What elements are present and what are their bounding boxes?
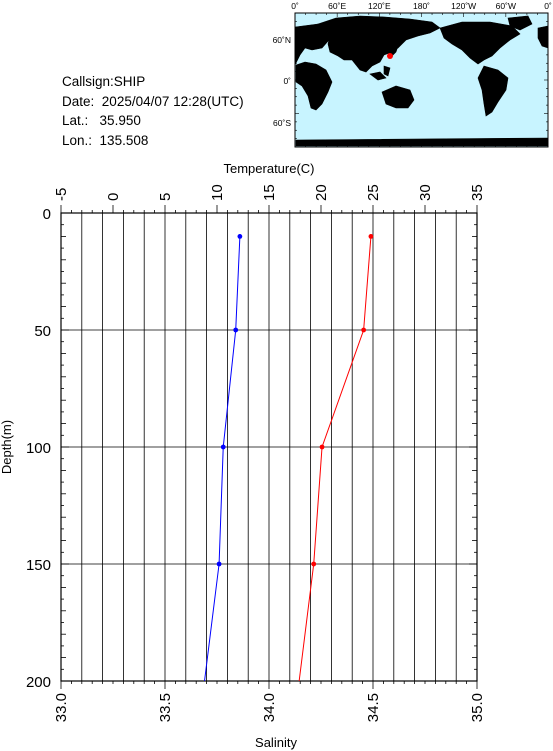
- lat-row: Lat.: 35.950: [62, 111, 244, 131]
- temperature-point: [319, 444, 325, 450]
- temperature-tick-label: -5: [53, 188, 70, 201]
- station-marker: [387, 53, 393, 59]
- temperature-point: [311, 561, 317, 567]
- map-lon-label: 120˚E: [368, 1, 391, 11]
- temperature-tick-label: 15: [261, 184, 278, 201]
- map-lon-label: 0˚: [291, 1, 299, 11]
- temperature-axis-ticks: -5 0 5 10 15 20 25 30 35: [53, 184, 486, 201]
- lon-label: Lon.:: [62, 132, 93, 148]
- date-row: Date: 2025/04/07 12:28(UTC): [62, 92, 244, 112]
- salinity-series-line: [204, 236, 241, 682]
- temperature-tick-label: 10: [209, 184, 226, 201]
- minor-ticks: [60, 205, 478, 689]
- salinity-point: [237, 234, 243, 239]
- depth-tick-label: 100: [26, 440, 51, 457]
- temperature-tick-label: 5: [157, 193, 174, 201]
- depth-tick-label: 50: [34, 323, 51, 340]
- salinity-tick-label: 34.0: [261, 693, 278, 722]
- plot-frame: [60, 212, 478, 682]
- temperature-tick-label: 35: [469, 184, 486, 201]
- callsign-row: Callsign:SHIP: [62, 72, 244, 92]
- map-ticks: [294, 12, 549, 148]
- salinity-point: [220, 444, 226, 450]
- map-lon-labels: 0˚ 60˚E 120˚E 180˚ 120˚W 60˚W 0˚: [291, 1, 552, 11]
- temperature-axis-title: Temperature(C): [223, 161, 314, 176]
- salinity-tick-label: 35.0: [469, 693, 486, 722]
- series-layer: [204, 234, 374, 682]
- map-lon-label: 0˚: [544, 1, 552, 11]
- map-lon-label: 180˚: [413, 1, 430, 11]
- date-label: Date:: [62, 93, 95, 109]
- temperature-point: [368, 234, 374, 239]
- temperature-tick-label: 20: [313, 184, 330, 201]
- depth-tick-label: 200: [26, 674, 51, 691]
- lon-row: Lon.: 135.508: [62, 131, 244, 151]
- map-lat-label: 60˚S: [273, 118, 291, 128]
- depth-axis-ticks: 0 50 100 150 200: [26, 206, 51, 691]
- lon-value: 135.508: [99, 132, 149, 148]
- salinity-tick-label: 34.5: [365, 693, 382, 722]
- map-land: [294, 15, 549, 147]
- salinity-axis-title: Salinity: [255, 735, 297, 750]
- salinity-point: [233, 327, 239, 333]
- salinity-tick-label: 33.5: [157, 693, 174, 722]
- temperature-tick-label: 25: [365, 184, 382, 201]
- map-lon-label: 60˚E: [328, 1, 346, 11]
- date-value: 2025/04/07 12:28(UTC): [101, 93, 244, 109]
- salinity-axis-ticks: 33.0 33.5 34.0 34.5 35.0: [53, 693, 486, 722]
- depth-tick-label: 150: [26, 557, 51, 574]
- world-map: 0˚ 60˚E 120˚E 180˚ 120˚W 60˚W 0˚ 60˚N 0˚ 60˚S: [273, 1, 552, 148]
- temperature-point: [361, 327, 367, 333]
- temperature-series-line: [298, 236, 372, 682]
- salinity-tick-label: 33.0: [53, 693, 70, 722]
- depth-axis-title: Depth(m): [0, 420, 14, 474]
- map-lat-label: 60˚N: [273, 35, 291, 45]
- salinity-point: [216, 561, 222, 567]
- callsign-value: SHIP: [113, 74, 146, 89]
- depth-tick-label: 0: [43, 206, 51, 223]
- lat-value: 35.950: [99, 113, 141, 128]
- callsign-label: Callsign:: [62, 74, 114, 89]
- map-lat-label: 0˚: [283, 76, 291, 86]
- chart-grid: [61, 213, 477, 681]
- map-lon-label: 120˚W: [451, 1, 476, 11]
- station-info: Callsign:SHIP Date: 2025/04/07 12:28(UTC…: [62, 72, 244, 150]
- temperature-tick-label: 30: [417, 184, 434, 201]
- lat-label: Lat.:: [62, 113, 89, 128]
- map-lon-label: 60˚W: [496, 1, 516, 11]
- temperature-tick-label: 0: [105, 193, 122, 201]
- map-lat-labels: 60˚N 0˚ 60˚S: [273, 35, 292, 128]
